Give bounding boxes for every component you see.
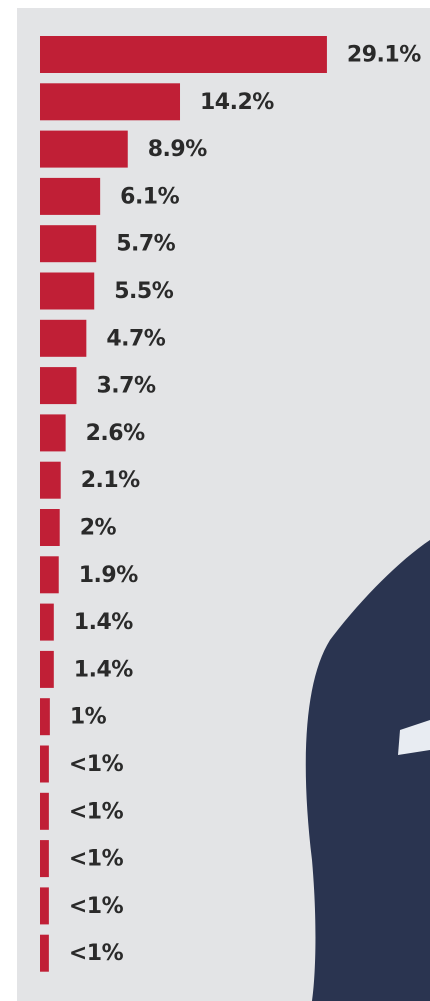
photo <box>305 540 430 1001</box>
value-label: 1.4% <box>74 657 133 682</box>
value-label: 2.1% <box>81 468 140 493</box>
value-label: <1% <box>69 894 124 919</box>
value-label: 4.7% <box>106 326 165 351</box>
value-label: 5.5% <box>114 279 173 304</box>
value-label: <1% <box>69 799 124 824</box>
value-label: 6.1% <box>120 184 179 209</box>
value-label: 29.1% <box>347 43 421 68</box>
bar <box>40 36 327 73</box>
bar <box>40 556 59 594</box>
bar <box>40 650 54 688</box>
bar <box>40 130 128 168</box>
bar <box>40 934 49 972</box>
bar <box>40 792 49 830</box>
value-label: 3.7% <box>96 374 155 399</box>
value-label: 1% <box>70 705 107 730</box>
value-label: 2.6% <box>86 421 145 446</box>
value-label: 1.9% <box>79 563 138 588</box>
bar <box>40 272 95 310</box>
bar <box>40 698 50 736</box>
value-label: 1.4% <box>74 610 133 635</box>
bar <box>40 461 61 499</box>
bar <box>40 840 49 878</box>
value-label: <1% <box>69 941 124 966</box>
bar <box>40 367 77 405</box>
bar <box>40 509 60 546</box>
value-label: 5.7% <box>116 232 175 257</box>
bar <box>40 745 49 783</box>
bar <box>40 225 97 263</box>
bar <box>40 319 87 357</box>
bar <box>40 83 181 121</box>
value-label: 2% <box>80 516 117 541</box>
value-label: 14.2% <box>200 90 274 115</box>
value-label: 8.9% <box>148 137 207 162</box>
value-label: <1% <box>69 752 124 777</box>
bar <box>40 414 66 452</box>
bar <box>40 603 54 641</box>
bar <box>40 887 49 925</box>
value-label: <1% <box>69 847 124 872</box>
bar <box>40 177 101 215</box>
